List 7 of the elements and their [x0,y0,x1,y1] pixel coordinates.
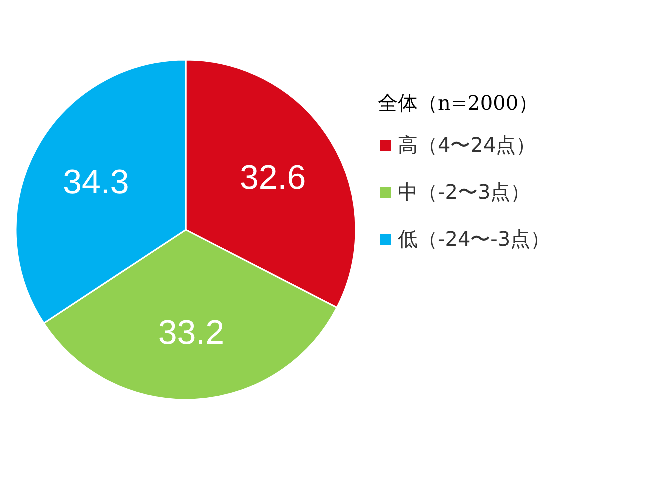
data-label: 33.2 [158,314,225,352]
legend-label: 高（4〜24点） [398,133,536,157]
legend-title: 全体（n=2000） [378,91,539,115]
legend-label: 低（-24〜-3点） [398,227,551,251]
legend-label: 中（-2〜3点） [398,180,531,204]
data-label: 34.3 [63,164,130,202]
data-label: 32.6 [240,158,306,197]
